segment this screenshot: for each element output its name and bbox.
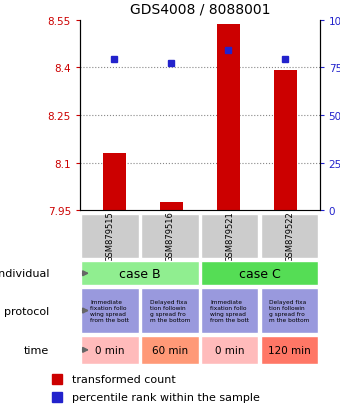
Text: transformed count: transformed count (71, 374, 175, 384)
Text: Delayed fixa
tion followin
g spread fro
m the bottom: Delayed fixa tion followin g spread fro … (150, 299, 190, 323)
Bar (81, 261, 199, 286)
Text: individual: individual (0, 268, 49, 279)
Text: GSM879521: GSM879521 (225, 211, 234, 262)
Text: Immediate
fixation follo
wing spread
from the bott: Immediate fixation follo wing spread fro… (210, 299, 249, 323)
Title: GDS4008 / 8088001: GDS4008 / 8088001 (130, 3, 270, 17)
Bar (141, 215, 199, 258)
Text: 60 min: 60 min (152, 345, 188, 355)
Text: 0 min: 0 min (95, 345, 125, 355)
Bar (81, 336, 139, 364)
Text: Immediate
fixation follo
wing spread
from the bott: Immediate fixation follo wing spread fro… (90, 299, 129, 323)
Text: 120 min: 120 min (268, 345, 311, 355)
Bar (201, 336, 258, 364)
Bar (81, 288, 139, 333)
Bar (261, 215, 318, 258)
Text: case C: case C (239, 267, 280, 280)
Bar (201, 261, 318, 286)
Text: Delayed fixa
tion followin
g spread fro
m the bottom: Delayed fixa tion followin g spread fro … (269, 299, 310, 323)
Bar (81, 215, 139, 258)
Text: case B: case B (119, 267, 160, 280)
Text: protocol: protocol (4, 306, 49, 316)
Bar (201, 215, 258, 258)
Bar (217, 26, 240, 211)
Text: GSM879522: GSM879522 (285, 211, 294, 262)
Bar (274, 71, 297, 211)
Bar (261, 336, 318, 364)
Text: time: time (24, 345, 49, 355)
Bar (141, 336, 199, 364)
Bar (261, 288, 318, 333)
Text: GSM879516: GSM879516 (165, 211, 174, 262)
Bar (160, 203, 183, 211)
Bar (201, 288, 258, 333)
Bar (103, 154, 125, 211)
Text: percentile rank within the sample: percentile rank within the sample (71, 392, 259, 402)
Bar (141, 288, 199, 333)
Text: GSM879515: GSM879515 (105, 211, 114, 262)
Text: 0 min: 0 min (215, 345, 244, 355)
